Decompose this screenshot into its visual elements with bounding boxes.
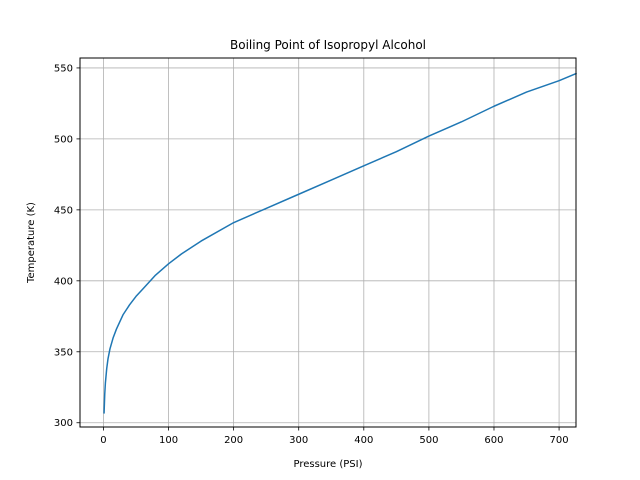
x-tick-label: 600 <box>484 435 503 446</box>
y-tick-label: 500 <box>54 134 73 145</box>
grid <box>80 58 576 427</box>
x-tick-label: 400 <box>354 435 373 446</box>
ticks: 0 100 200 300 400 500 600 700 300 350 400 450 500 550 <box>54 63 569 446</box>
boiling-point-line <box>103 72 577 414</box>
y-tick-label: 550 <box>54 63 73 74</box>
plot-frame <box>79 57 577 428</box>
y-tick-label: 300 <box>54 418 73 429</box>
y-tick-label: 350 <box>54 347 73 358</box>
x-tick-label: 200 <box>224 435 243 446</box>
x-tick-label: 0 <box>100 435 106 446</box>
x-tick-label: 700 <box>550 435 569 446</box>
series-layer <box>103 72 577 414</box>
x-tick-label: 500 <box>419 435 438 446</box>
y-axis-label: Temperature (K) <box>26 202 37 284</box>
x-tick-label: 300 <box>289 435 308 446</box>
x-tick-label: 100 <box>159 435 178 446</box>
x-axis-label: Pressure (PSI) <box>293 459 362 470</box>
y-tick-label: 400 <box>54 276 73 287</box>
y-tick-label: 450 <box>54 205 73 216</box>
chart-title: Boiling Point of Isopropyl Alcohol <box>230 38 426 52</box>
